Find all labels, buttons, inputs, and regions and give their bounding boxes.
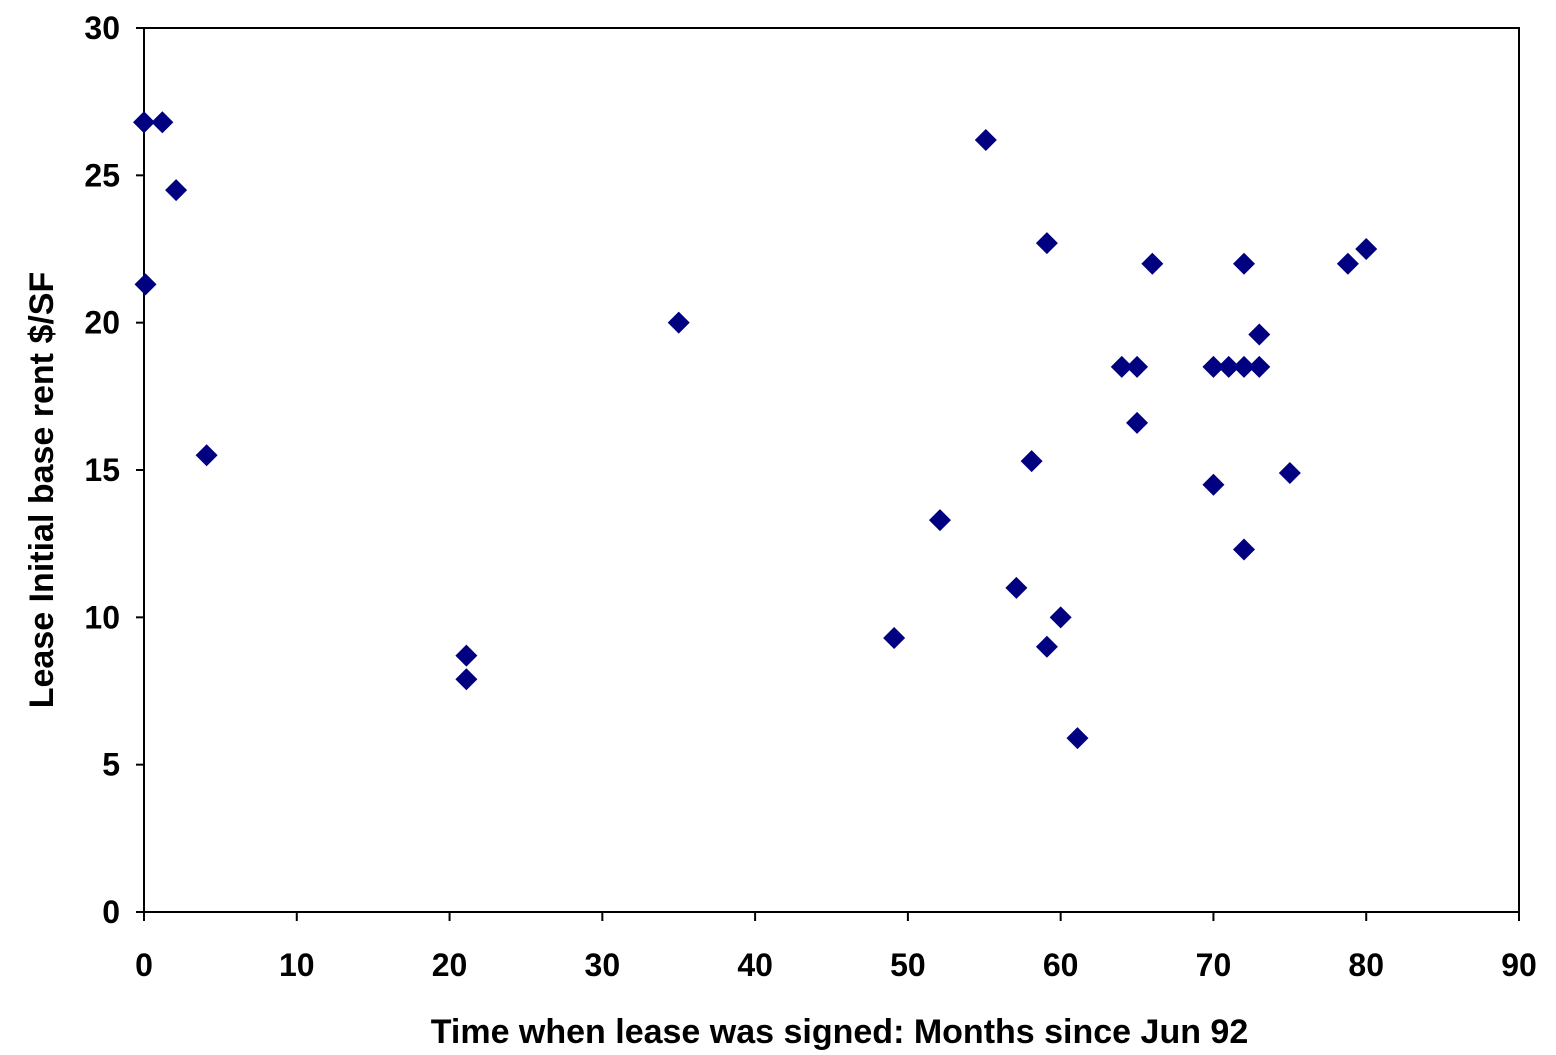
y-tick-label: 20 — [84, 305, 120, 341]
data-point — [1141, 252, 1164, 275]
x-tick-label: 90 — [1501, 947, 1537, 983]
y-axis: 0 5 10 15 20 25 30 — [84, 10, 144, 930]
data-point — [1049, 606, 1072, 629]
data-point — [1217, 355, 1240, 378]
data-points — [133, 111, 1378, 750]
data-point — [974, 128, 997, 151]
data-point — [1202, 473, 1225, 496]
x-tick-label: 50 — [890, 947, 926, 983]
data-point — [1126, 355, 1149, 378]
y-tick-label: 0 — [102, 894, 120, 930]
data-point — [1126, 411, 1149, 434]
data-point — [455, 668, 478, 691]
data-point — [1233, 252, 1255, 275]
data-point — [1336, 252, 1359, 275]
data-point — [1035, 635, 1058, 658]
x-tick-label: 60 — [1043, 947, 1079, 983]
data-point — [1233, 355, 1255, 378]
data-point — [1020, 450, 1043, 473]
x-tick-label: 70 — [1196, 947, 1232, 983]
data-point — [1035, 232, 1058, 255]
data-point — [1248, 323, 1271, 346]
data-point — [1248, 355, 1271, 378]
data-point — [928, 509, 951, 532]
data-point — [883, 626, 906, 649]
data-point — [1233, 538, 1255, 561]
data-point — [165, 179, 188, 202]
x-axis: 0 10 20 30 40 50 60 70 80 90 — [135, 912, 1537, 983]
y-axis-title: Lease Initial base rent $/SF — [23, 272, 61, 709]
y-tick-label: 25 — [84, 157, 120, 193]
data-point — [1110, 355, 1133, 378]
data-point — [1005, 576, 1028, 599]
x-tick-label: 30 — [585, 947, 621, 983]
x-axis-title: Time when lease was signed: Months since… — [431, 1013, 1249, 1051]
data-point — [1355, 238, 1378, 260]
data-point — [133, 111, 155, 134]
x-tick-label: 20 — [432, 947, 468, 983]
y-tick-label: 10 — [84, 599, 120, 635]
data-point — [195, 444, 218, 467]
data-point — [134, 273, 157, 296]
data-point — [1202, 355, 1225, 378]
x-tick-label: 10 — [279, 947, 315, 983]
x-tick-label: 0 — [135, 947, 153, 983]
plot-area — [143, 27, 1520, 913]
data-point — [667, 311, 690, 334]
y-tick-label: 5 — [102, 747, 120, 783]
data-point — [1278, 461, 1301, 484]
data-point — [1066, 727, 1089, 750]
x-tick-label: 80 — [1348, 947, 1384, 983]
data-point — [151, 111, 174, 134]
y-tick-label: 30 — [84, 10, 120, 46]
data-point — [455, 644, 478, 667]
y-tick-label: 15 — [84, 452, 120, 488]
x-tick-label: 40 — [737, 947, 773, 983]
